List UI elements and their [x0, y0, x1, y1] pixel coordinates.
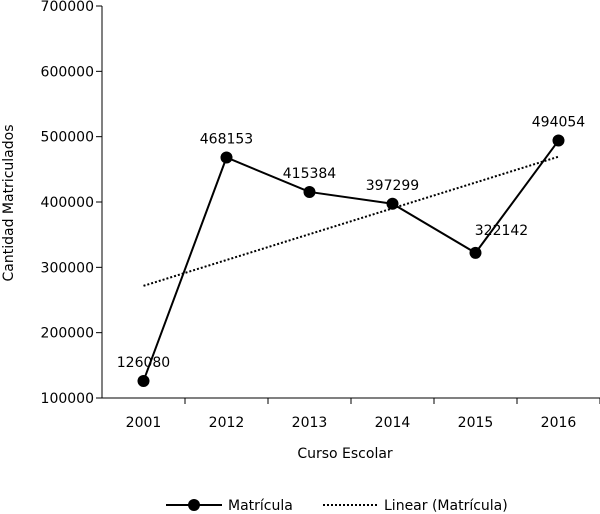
legend-label-matricula: Matrícula	[228, 498, 293, 514]
y-tick-label: 400000	[41, 195, 94, 211]
x-tick-label: 2015	[458, 415, 494, 431]
data-label: 397299	[366, 178, 419, 194]
data-points	[137, 134, 565, 387]
y-tick-label: 700000	[41, 0, 94, 15]
x-tick-label: 2014	[375, 415, 411, 431]
y-axis-title: Cantidad Matriculados	[1, 125, 17, 282]
x-axis-ticks: 2001 2012 2013 2014 2015 2016	[126, 398, 600, 431]
x-axis-title: Curso Escolar	[297, 446, 393, 462]
data-point	[386, 197, 399, 210]
series-line-matricula	[142, 139, 560, 382]
data-label: 415384	[283, 166, 337, 182]
legend-marker-dot	[188, 499, 200, 511]
y-tick-label: 600000	[41, 64, 94, 80]
legend: Matrícula Linear (Matrícula)	[166, 498, 508, 514]
data-point	[303, 185, 316, 198]
legend-label-trendline: Linear (Matrícula)	[384, 498, 508, 514]
data-label: 126080	[117, 355, 170, 371]
data-label: 322142	[475, 223, 528, 239]
trendline-linear	[143, 155, 559, 287]
data-point	[137, 374, 150, 387]
x-tick-label: 2016	[541, 415, 577, 431]
x-tick-label: 2012	[209, 415, 245, 431]
y-tick-label: 200000	[41, 326, 94, 342]
y-tick-label: 100000	[41, 391, 94, 407]
x-tick-label: 2013	[292, 415, 328, 431]
data-labels: 126080 468153 415384 397299 322142 494054	[117, 115, 586, 371]
data-label: 494054	[532, 115, 586, 131]
data-point	[552, 134, 565, 147]
y-axis-ticks: 100000 200000 300000 400000 500000 600000 7000…	[41, 0, 102, 407]
y-tick-label: 500000	[41, 130, 94, 146]
data-point	[220, 151, 233, 164]
data-label: 468153	[200, 131, 253, 147]
x-tick-label: 2001	[126, 415, 162, 431]
y-tick-label: 300000	[41, 260, 94, 276]
data-point	[469, 246, 482, 259]
